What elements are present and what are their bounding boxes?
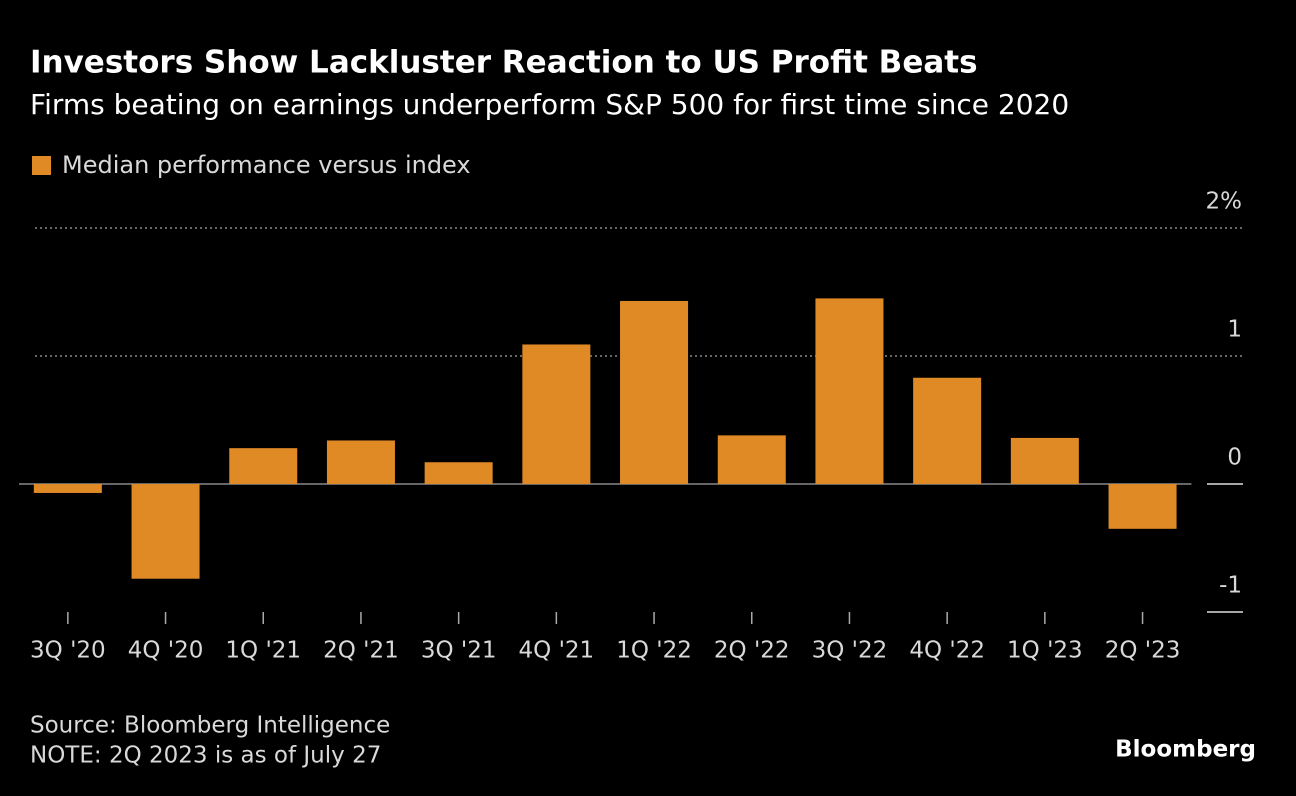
bar — [522, 344, 591, 484]
y-tick-label: 0 — [1227, 445, 1242, 471]
x-tick-label: 3Q '20 — [30, 638, 106, 664]
x-tick-label: 2Q '21 — [323, 638, 399, 664]
brand-logo: Bloomberg — [1115, 737, 1256, 763]
bar — [620, 300, 689, 484]
x-tick-label: 3Q '22 — [812, 638, 888, 664]
bar — [33, 484, 102, 493]
bar — [229, 448, 298, 484]
bar — [1010, 437, 1079, 484]
bar — [717, 435, 786, 484]
bar — [913, 377, 982, 484]
y-tick-label: 1 — [1227, 317, 1242, 343]
bar — [424, 462, 493, 484]
x-tick-label: 3Q '21 — [421, 638, 497, 664]
x-tick-label: 4Q '21 — [519, 638, 595, 664]
bar — [815, 298, 884, 484]
x-tick-label: 4Q '20 — [128, 638, 204, 664]
legend-label: Median performance versus index — [62, 151, 471, 179]
bar — [326, 440, 395, 484]
x-tick-label: 1Q '21 — [225, 638, 301, 664]
bar — [1108, 484, 1177, 529]
source: Source: Bloomberg Intelligence — [30, 713, 390, 739]
legend-swatch — [32, 156, 51, 175]
x-tick-label: 1Q '23 — [1007, 638, 1083, 664]
chart-title: Investors Show Lackluster Reaction to US… — [30, 45, 978, 81]
y-tick-label: 2% — [1206, 189, 1243, 215]
chart-subtitle: Firms beating on earnings underperform S… — [30, 88, 1069, 121]
y-tick-label: -1 — [1219, 573, 1242, 599]
x-tick-label: 2Q '22 — [714, 638, 790, 664]
x-tick-label: 1Q '22 — [616, 638, 692, 664]
bar — [131, 484, 200, 579]
note: NOTE: 2Q 2023 is as of July 27 — [30, 743, 381, 769]
x-tick-label: 4Q '22 — [909, 638, 985, 664]
x-tick-label: 2Q '23 — [1105, 638, 1181, 664]
